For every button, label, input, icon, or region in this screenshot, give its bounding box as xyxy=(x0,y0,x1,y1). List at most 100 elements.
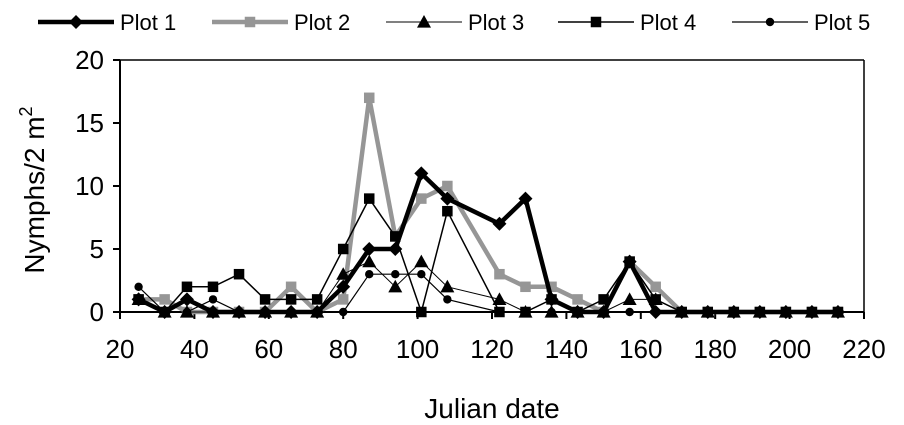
data-point xyxy=(520,281,531,293)
y-tick-label: 10 xyxy=(75,171,104,201)
data-point xyxy=(729,307,738,317)
data-point xyxy=(546,294,557,305)
x-axis-title: Julian date xyxy=(424,393,559,424)
x-tick-label: 80 xyxy=(329,334,358,364)
data-point xyxy=(336,267,351,280)
data-point xyxy=(388,279,403,293)
data-point xyxy=(590,16,602,28)
legend-label: Plot 5 xyxy=(814,10,870,35)
data-point xyxy=(244,16,256,28)
x-tick-label: 140 xyxy=(545,334,588,364)
data-point xyxy=(781,307,791,317)
y-axis-title-superscript: 2 xyxy=(16,106,36,116)
data-point xyxy=(159,294,170,305)
x-tick-label: 160 xyxy=(619,334,662,364)
legend-label: Plot 4 xyxy=(640,10,696,35)
legend-item: Plot 4 xyxy=(558,10,696,35)
data-point xyxy=(572,294,583,305)
data-point xyxy=(207,281,219,293)
data-point xyxy=(131,292,146,305)
x-tick-label: 220 xyxy=(842,334,885,364)
data-point xyxy=(285,281,297,293)
data-point xyxy=(521,307,530,317)
legend-item: Plot 2 xyxy=(212,10,350,35)
data-point xyxy=(807,307,817,317)
data-point xyxy=(417,15,431,28)
data-point xyxy=(285,294,297,305)
data-point xyxy=(442,205,453,217)
data-point xyxy=(312,307,322,317)
data-point xyxy=(494,268,505,280)
legend-label: Plot 2 xyxy=(294,10,350,35)
legend-item: Plot 1 xyxy=(38,10,176,35)
data-point xyxy=(677,307,686,317)
data-point xyxy=(625,307,634,317)
data-point xyxy=(365,270,374,279)
data-point xyxy=(703,307,712,317)
y-tick-label: 20 xyxy=(75,45,104,75)
x-tick-label: 180 xyxy=(694,334,737,364)
data-point xyxy=(492,292,507,305)
series-line xyxy=(138,97,838,315)
data-point xyxy=(518,191,533,206)
data-point xyxy=(492,216,507,231)
data-point xyxy=(363,193,375,204)
data-point xyxy=(233,268,245,280)
data-point xyxy=(755,307,765,317)
data-point xyxy=(339,307,348,317)
x-tick-label: 100 xyxy=(396,334,439,364)
series-group xyxy=(131,92,845,319)
data-point xyxy=(414,254,429,268)
data-point xyxy=(234,307,244,317)
data-point xyxy=(181,281,193,293)
data-point xyxy=(390,231,401,242)
data-point xyxy=(599,307,608,317)
ticks: 20 40 60 80 100 120 140 160 180 200 220 0 5 10 15 20 xyxy=(75,45,886,364)
data-point xyxy=(648,292,663,305)
data-point xyxy=(311,294,323,305)
legend: Plot 1 Plot 2 Plot 3 Plot 4 Plot 5 xyxy=(38,10,870,35)
data-point xyxy=(286,307,296,317)
data-point xyxy=(416,193,427,204)
y-tick-label: 0 xyxy=(90,297,104,327)
data-point xyxy=(622,292,637,305)
y-tick-label: 5 xyxy=(90,234,104,264)
y-tick-label: 15 xyxy=(75,108,104,138)
y-axis-title: Nymphs/2 m2 xyxy=(16,106,50,273)
data-point xyxy=(208,295,218,304)
y-axis-title-main: Nymphs/2 m xyxy=(19,116,50,273)
data-point xyxy=(440,279,455,293)
data-point xyxy=(414,166,429,181)
data-point xyxy=(546,281,557,293)
data-point xyxy=(651,307,660,317)
data-point xyxy=(337,294,349,305)
data-point xyxy=(624,256,635,267)
data-point xyxy=(416,306,427,318)
data-point xyxy=(160,307,169,317)
x-tick-label: 40 xyxy=(180,334,209,364)
data-point xyxy=(442,180,453,192)
data-point xyxy=(573,307,582,317)
x-tick-label: 200 xyxy=(768,334,811,364)
data-point xyxy=(337,243,349,255)
legend-item: Plot 3 xyxy=(386,10,524,35)
data-point xyxy=(134,282,143,291)
x-tick-label: 20 xyxy=(106,334,135,364)
data-point xyxy=(417,270,426,279)
data-point xyxy=(650,281,661,293)
data-point xyxy=(391,270,400,279)
data-point xyxy=(363,92,375,104)
series-1 xyxy=(131,166,845,319)
data-point xyxy=(69,15,83,29)
data-point xyxy=(598,294,609,305)
data-point xyxy=(362,254,377,268)
data-point xyxy=(336,279,351,294)
legend-item: Plot 5 xyxy=(732,10,870,35)
axes xyxy=(119,59,865,313)
series-5 xyxy=(134,270,843,317)
data-point xyxy=(362,242,377,256)
data-point xyxy=(206,305,220,318)
data-point xyxy=(495,307,504,317)
data-point xyxy=(260,307,270,317)
